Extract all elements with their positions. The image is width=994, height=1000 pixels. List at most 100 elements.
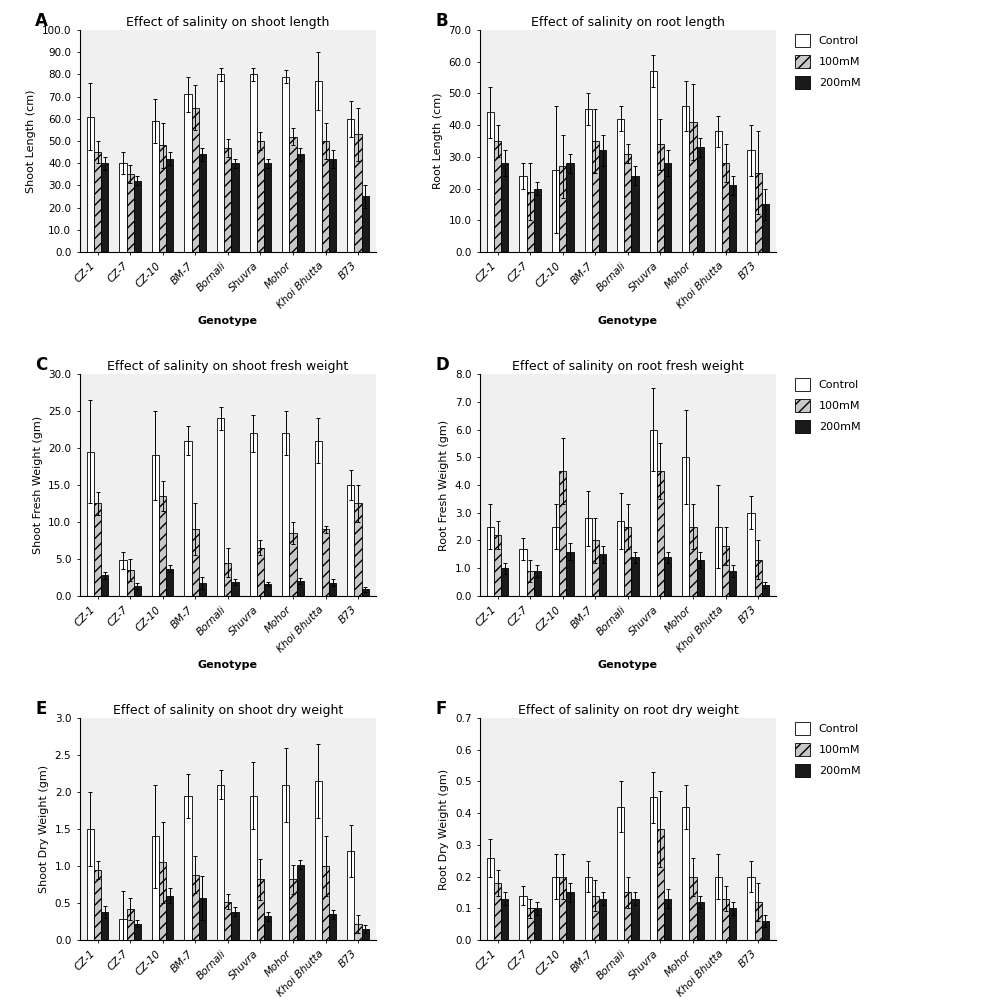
Bar [591, 540, 598, 596]
Title: Effect of salinity on root fresh weight: Effect of salinity on root fresh weight [512, 360, 744, 373]
Bar [329, 914, 336, 940]
Bar [729, 908, 736, 940]
Bar [631, 176, 638, 252]
Bar [591, 141, 598, 252]
Y-axis label: Root Fresh Weight (gm): Root Fresh Weight (gm) [439, 419, 449, 551]
Bar [494, 535, 501, 596]
Bar [199, 154, 206, 252]
Bar [166, 896, 173, 940]
Bar [314, 441, 322, 596]
Bar [126, 570, 133, 596]
Bar [119, 919, 126, 940]
X-axis label: Genotype: Genotype [597, 660, 657, 670]
Bar [761, 204, 768, 252]
Bar [682, 807, 689, 940]
Bar [361, 196, 369, 252]
Bar [314, 781, 322, 940]
Title: Effect of salinity on shoot fresh weight: Effect of salinity on shoot fresh weight [107, 360, 348, 373]
Y-axis label: Shoot Dry Weight (gm): Shoot Dry Weight (gm) [39, 765, 49, 893]
Bar [101, 575, 108, 596]
Bar [616, 807, 623, 940]
Bar [101, 163, 108, 252]
Bar [761, 585, 768, 596]
Bar [354, 134, 361, 252]
Text: F: F [434, 700, 446, 718]
Bar [566, 892, 573, 940]
Y-axis label: Shoot Fresh Weight (gm): Shoot Fresh Weight (gm) [33, 416, 43, 554]
Bar [746, 877, 753, 940]
Bar [282, 77, 289, 252]
Bar [696, 902, 703, 940]
Bar [249, 74, 256, 252]
Title: Effect of salinity on root length: Effect of salinity on root length [531, 16, 724, 29]
Bar [232, 912, 239, 940]
Bar [598, 554, 605, 596]
Legend: Control, 100mM, 200mM: Control, 100mM, 200mM [790, 718, 864, 781]
Bar [354, 503, 361, 596]
Bar [322, 866, 329, 940]
Bar [714, 527, 722, 596]
Bar [486, 527, 494, 596]
Bar [152, 836, 159, 940]
Bar [714, 131, 722, 252]
Bar [729, 185, 736, 252]
Bar [722, 899, 729, 940]
Bar [689, 122, 696, 252]
Bar [584, 109, 591, 252]
Bar [631, 899, 638, 940]
Bar [354, 924, 361, 940]
Bar [533, 908, 541, 940]
Bar [199, 898, 206, 940]
Bar [656, 144, 663, 252]
Bar [256, 548, 263, 596]
Bar [263, 584, 270, 596]
Bar [249, 796, 256, 940]
Bar [152, 455, 159, 596]
Bar [133, 586, 141, 596]
Y-axis label: Root Dry Weight (gm): Root Dry Weight (gm) [439, 768, 449, 890]
Bar [119, 163, 126, 252]
Bar [689, 527, 696, 596]
Bar [224, 148, 232, 252]
Y-axis label: Root Length (cm): Root Length (cm) [432, 93, 442, 189]
Bar [649, 71, 656, 252]
Bar [184, 441, 192, 596]
Bar [184, 94, 192, 252]
Bar [263, 163, 270, 252]
Bar [126, 909, 133, 940]
Bar [631, 557, 638, 596]
Bar [663, 899, 671, 940]
Bar [192, 529, 199, 596]
Bar [519, 549, 526, 596]
Bar [101, 912, 108, 940]
Bar [566, 163, 573, 252]
Bar [93, 152, 101, 252]
Bar [649, 430, 656, 596]
Bar [296, 154, 303, 252]
Bar [663, 557, 671, 596]
Bar [663, 163, 671, 252]
Bar [746, 150, 753, 252]
Bar [559, 471, 566, 596]
Bar [623, 892, 631, 940]
Bar [289, 137, 296, 252]
Bar [159, 862, 166, 940]
Bar [133, 924, 141, 940]
Bar [552, 877, 559, 940]
Bar [591, 896, 598, 940]
Text: D: D [434, 356, 448, 374]
X-axis label: Genotype: Genotype [198, 316, 257, 326]
Text: C: C [35, 356, 48, 374]
Bar [552, 170, 559, 252]
Bar [347, 851, 354, 940]
Bar [86, 829, 93, 940]
Title: Effect of salinity on shoot length: Effect of salinity on shoot length [126, 16, 329, 29]
X-axis label: Genotype: Genotype [597, 316, 657, 326]
Bar [329, 159, 336, 252]
Legend: Control, 100mM, 200mM: Control, 100mM, 200mM [790, 30, 864, 93]
Bar [598, 899, 605, 940]
Bar [714, 877, 722, 940]
Bar [263, 916, 270, 940]
Bar [184, 796, 192, 940]
Bar [224, 563, 232, 596]
